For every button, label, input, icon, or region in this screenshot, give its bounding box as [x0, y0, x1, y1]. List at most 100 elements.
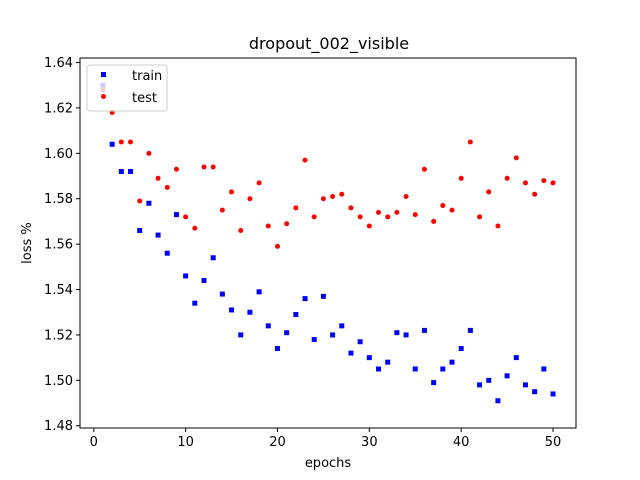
point-test	[330, 193, 336, 199]
point-train	[293, 312, 299, 318]
point-train	[357, 339, 363, 345]
point-test	[183, 214, 189, 220]
point-test	[238, 228, 244, 234]
point-test	[164, 184, 170, 190]
point-train	[467, 327, 473, 333]
point-test	[219, 207, 225, 213]
point-test	[265, 223, 271, 229]
point-train	[486, 377, 492, 383]
point-test	[320, 196, 326, 202]
point-train	[118, 168, 124, 174]
point-test	[146, 150, 152, 156]
point-train	[513, 355, 519, 361]
point-train	[330, 332, 336, 338]
point-train	[522, 382, 528, 388]
x-tick-label: 20	[269, 435, 286, 450]
point-test	[366, 223, 372, 229]
y-tick-label: 1.62	[44, 101, 73, 116]
point-train	[192, 300, 198, 306]
legend-marker-train	[101, 72, 106, 77]
point-test	[192, 225, 198, 231]
point-test	[128, 139, 134, 145]
point-test	[449, 207, 455, 213]
x-tick-label: 10	[177, 435, 194, 450]
point-train	[229, 307, 235, 313]
point-test	[421, 166, 427, 172]
point-train	[385, 359, 391, 365]
point-train	[302, 296, 308, 302]
point-train	[146, 200, 152, 206]
point-test	[504, 175, 510, 181]
point-train	[458, 346, 464, 352]
y-tick-label: 1.54	[44, 283, 73, 298]
point-train	[403, 332, 409, 338]
point-train	[109, 141, 115, 147]
point-train	[238, 332, 244, 338]
x-tick-label: 0	[90, 435, 98, 450]
plot-frame	[79, 57, 577, 429]
point-train	[265, 323, 271, 329]
point-train	[541, 366, 547, 372]
point-train	[532, 389, 538, 395]
point-train	[376, 366, 382, 372]
y-tick-label: 1.58	[44, 192, 73, 207]
point-train	[311, 336, 317, 342]
point-train	[173, 212, 179, 218]
point-test	[541, 178, 547, 184]
point-train	[219, 291, 225, 297]
legend: train test	[86, 64, 168, 112]
point-test	[376, 209, 382, 215]
y-tick-label: 1.52	[44, 328, 73, 343]
x-tick-label: 50	[545, 435, 562, 450]
point-test	[293, 205, 299, 211]
point-test	[412, 212, 418, 218]
point-test	[229, 189, 235, 195]
point-test	[403, 193, 409, 199]
point-train	[128, 168, 134, 174]
point-test	[348, 205, 354, 211]
point-train	[504, 373, 510, 379]
point-train	[495, 398, 501, 404]
point-train	[440, 366, 446, 372]
point-test	[477, 214, 483, 220]
point-train	[348, 350, 354, 356]
point-test	[256, 180, 262, 186]
point-train	[247, 309, 253, 315]
y-tick-label: 1.60	[44, 147, 73, 162]
point-test	[486, 189, 492, 195]
legend-marker-test	[101, 94, 106, 99]
point-test	[495, 223, 501, 229]
point-train	[320, 293, 326, 299]
y-axis-label: loss %	[20, 222, 35, 264]
legend-label-test: test	[132, 91, 157, 106]
point-test	[118, 139, 124, 145]
point-test	[201, 164, 207, 170]
point-test	[311, 214, 317, 220]
point-test	[550, 180, 556, 186]
point-train	[284, 330, 290, 336]
point-train	[421, 327, 427, 333]
point-test	[440, 203, 446, 209]
point-train	[201, 277, 207, 283]
y-tick-label: 1.48	[44, 419, 73, 434]
point-train	[431, 380, 437, 386]
point-train	[339, 323, 345, 329]
x-tick-label: 30	[361, 435, 378, 450]
point-train	[274, 346, 280, 352]
point-train	[155, 232, 161, 238]
point-test	[210, 164, 216, 170]
point-test	[274, 243, 280, 249]
point-train	[256, 289, 262, 295]
point-test	[247, 196, 253, 202]
x-axis-label: epochs	[305, 456, 352, 471]
point-test	[155, 175, 161, 181]
legend-box	[86, 64, 168, 112]
chart-title: dropout_002_visible	[249, 34, 409, 54]
point-train	[137, 228, 143, 234]
point-train	[412, 366, 418, 372]
point-test	[532, 191, 538, 197]
point-test	[394, 209, 400, 215]
legend-label-train: train	[132, 69, 162, 84]
point-test	[137, 198, 143, 204]
